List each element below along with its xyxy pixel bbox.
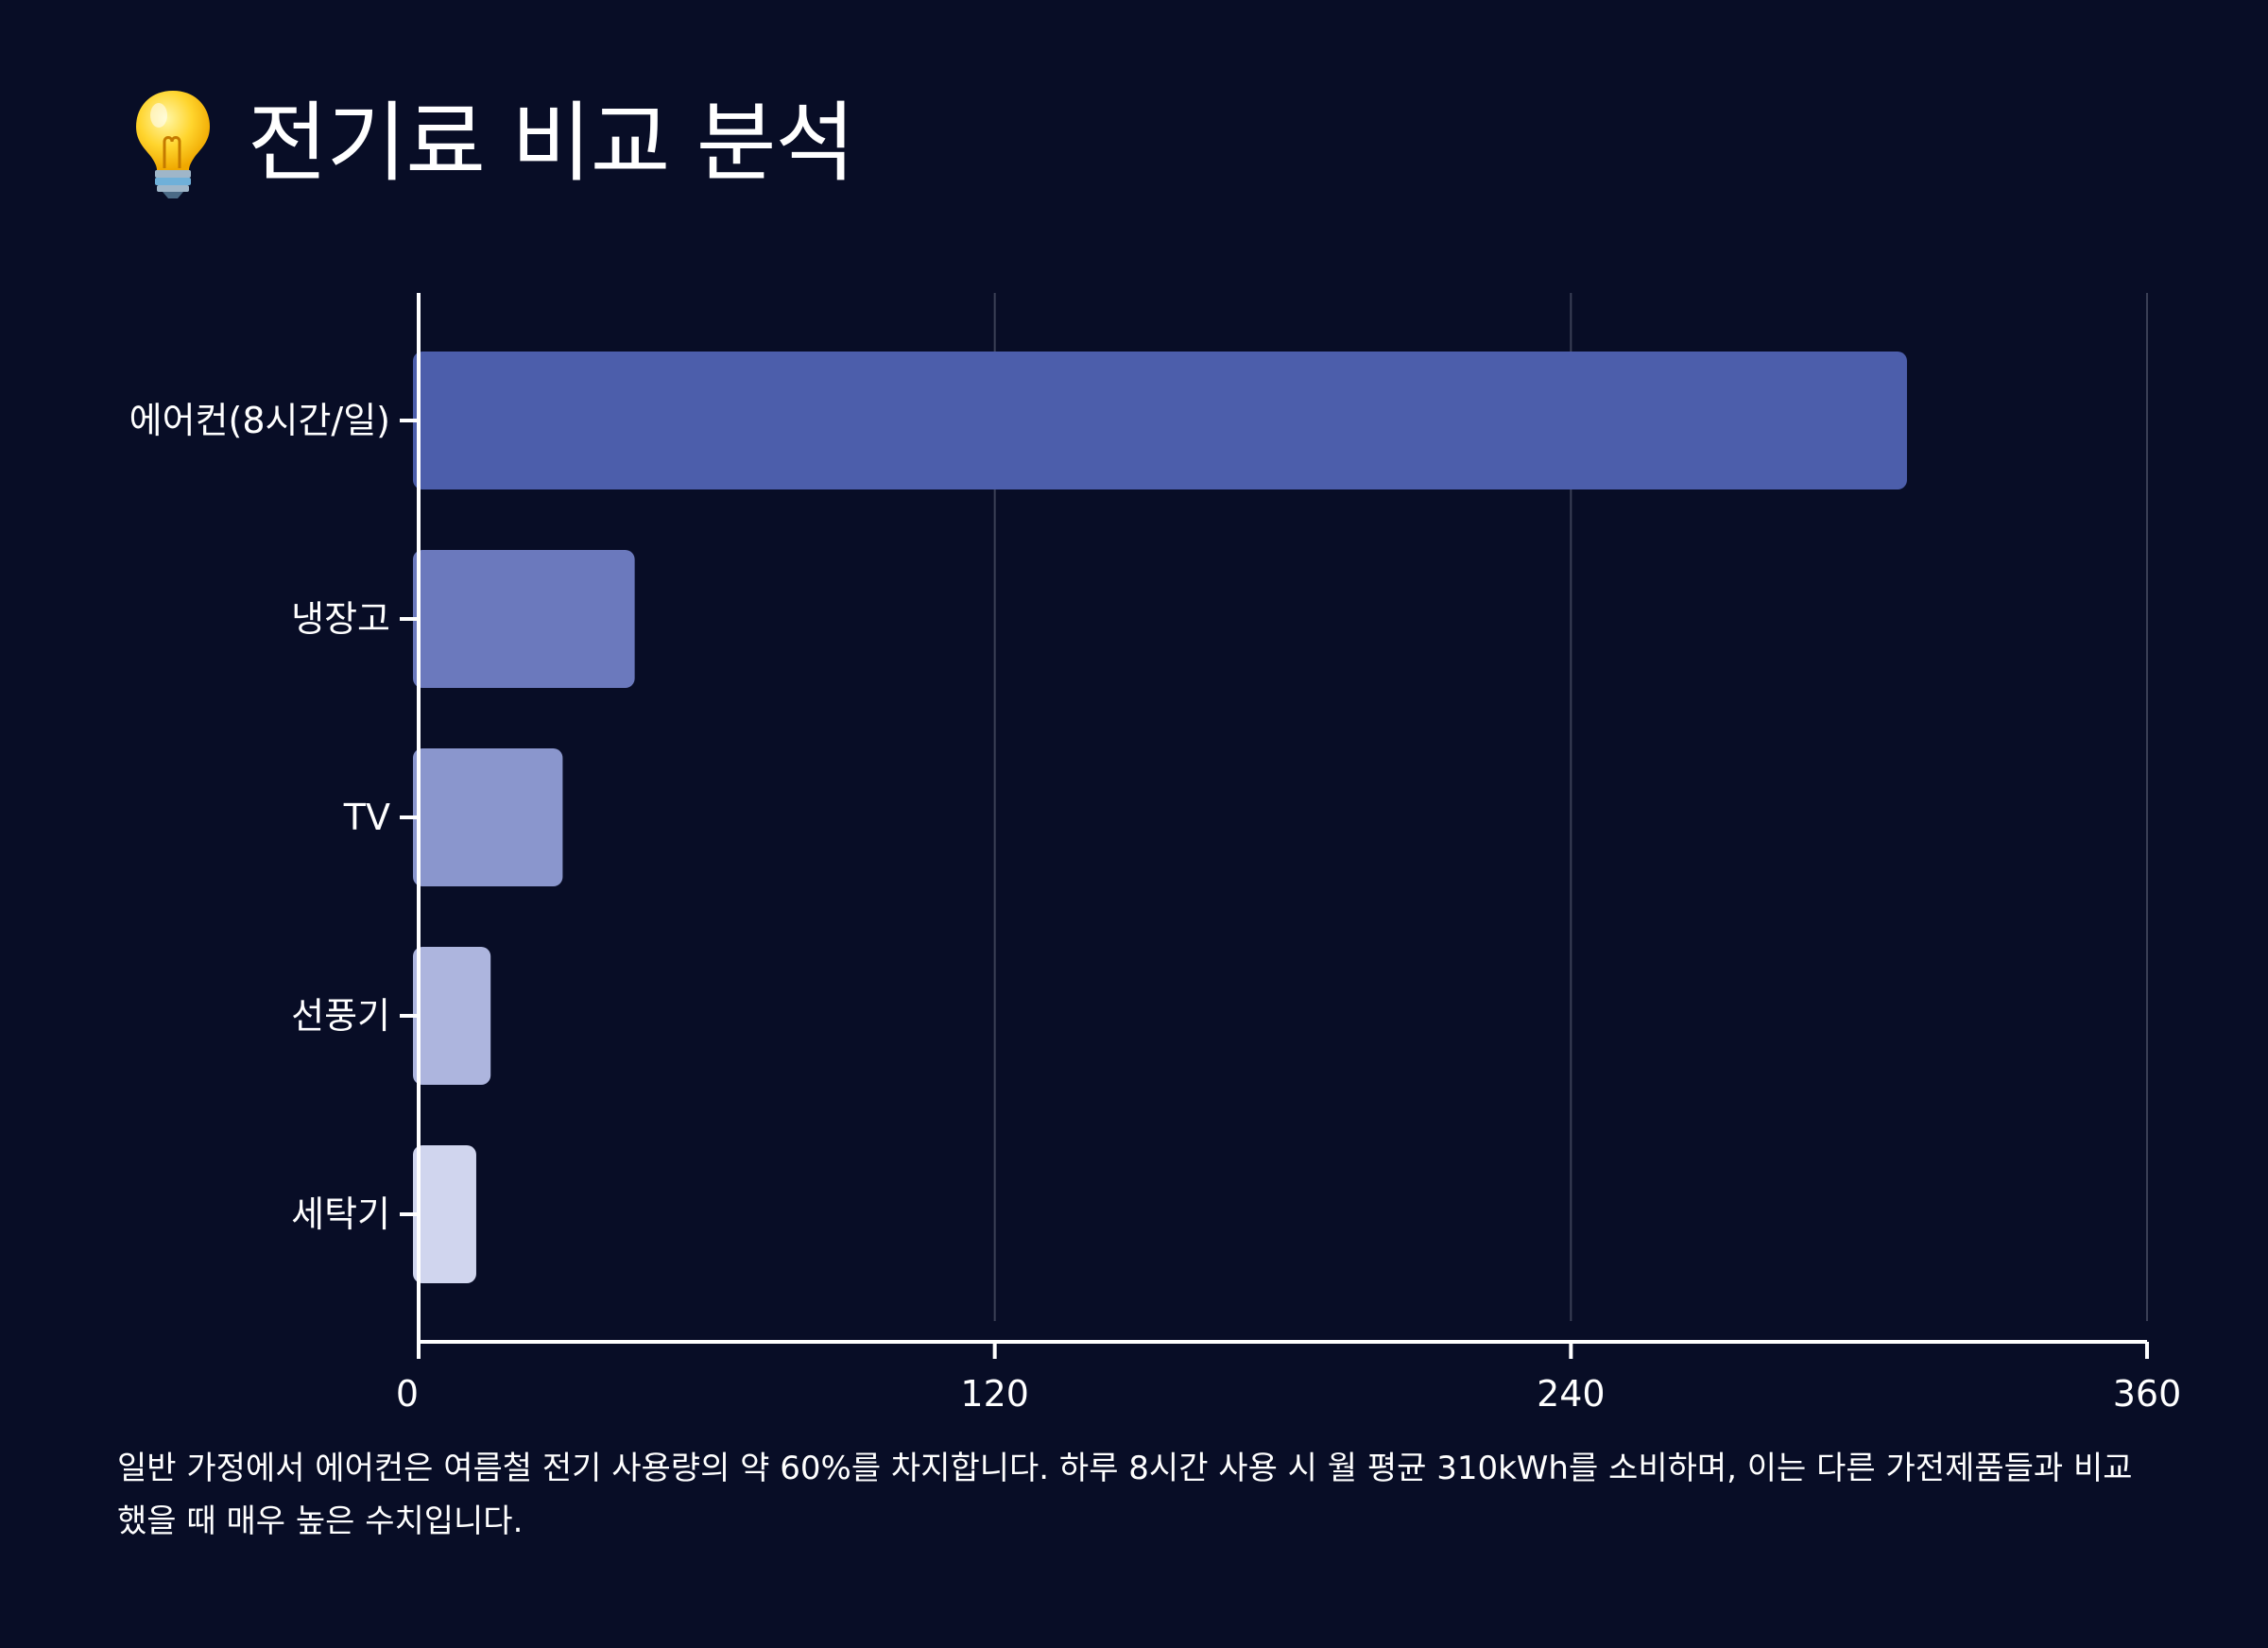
page-header: 전기료 비교 분석 — [130, 87, 855, 200]
bars — [413, 352, 1907, 1283]
page-title: 전기료 비교 분석 — [248, 93, 855, 194]
chart-caption: 일반 가정에서 에어컨은 여름철 전기 사용량의 약 60%를 차지합니다. 하… — [117, 1450, 2133, 1540]
x-tick-label-0: 0 — [396, 1373, 419, 1415]
category-label-0: 에어컨(8시간/일) — [129, 400, 390, 441]
bar-0 — [413, 352, 1907, 489]
x-tick-label-240: 240 — [1537, 1373, 1606, 1415]
lightbulb-icon — [136, 91, 210, 198]
x-tick-label-360: 360 — [2113, 1373, 2182, 1415]
category-label-1: 냉장고 — [291, 598, 390, 640]
bar-2 — [413, 748, 563, 886]
bar-3 — [413, 947, 491, 1085]
x-tick-label-120: 120 — [960, 1373, 1029, 1415]
category-label-3: 선풍기 — [291, 995, 390, 1037]
bar-4 — [413, 1145, 476, 1283]
bar-1 — [413, 550, 635, 688]
category-label-4: 세탁기 — [291, 1193, 390, 1235]
category-label-2: TV — [343, 797, 390, 838]
axes — [400, 293, 2149, 1359]
